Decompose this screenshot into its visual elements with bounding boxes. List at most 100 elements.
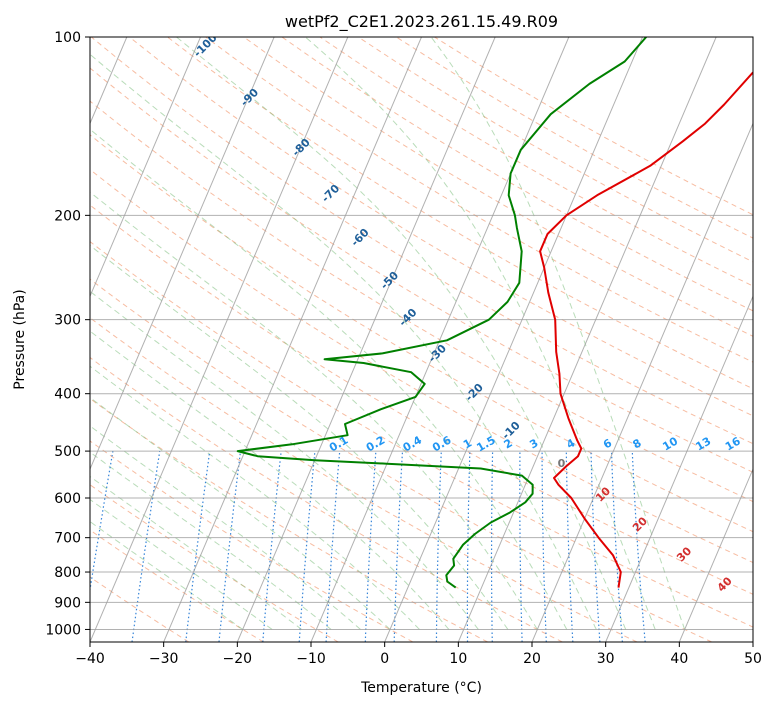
dry-adiabat-line (90, 397, 488, 642)
dry-adiabat-label: -30 (426, 342, 449, 365)
moist-adiabat-line (90, 475, 302, 630)
dry-adiabat-line (129, 37, 753, 417)
dry-adiabat-line (434, 37, 753, 216)
moist-adiabat-line (90, 53, 597, 630)
x-tick-label: 10 (449, 651, 467, 667)
x-tick-label: 30 (597, 651, 615, 667)
mixing-ratio-line (565, 451, 574, 642)
mixing-ratio-line (490, 451, 494, 642)
dry-adiabat-line (90, 440, 414, 642)
moist-adiabat-line (90, 330, 450, 630)
x-tick-label: 50 (744, 651, 762, 667)
mixing-ratio-line (298, 451, 316, 642)
dry-adiabat-line (357, 37, 753, 263)
x-tick-label: −10 (296, 651, 326, 667)
y-tick-label: 500 (54, 444, 81, 460)
moist-adiabat-line (90, 425, 361, 630)
isotherm-line (163, 37, 422, 642)
mixing-ratio-label: 20 (752, 434, 772, 453)
x-tick-label: −40 (75, 651, 105, 667)
y-tick-label: 800 (54, 565, 81, 581)
mixing-ratio-line (631, 451, 646, 642)
mixing-ratio-label: 8 (631, 436, 644, 451)
moist-adiabat-line (90, 290, 479, 630)
isotherm-line (236, 37, 496, 642)
dry-adiabat-line (243, 37, 753, 337)
moist-adiabat-line (90, 396, 391, 630)
dry-adiabat-line (90, 278, 712, 642)
dry-adiabat-line (90, 168, 753, 564)
dry-adiabat-label: -100 (191, 31, 220, 60)
dry-adiabat-line (281, 37, 753, 312)
moist-adiabat-line (90, 128, 568, 630)
mixing-ratio-line (519, 451, 523, 642)
moist-adiabat-line (90, 520, 243, 630)
dry-adiabat-label: -20 (463, 381, 486, 404)
isotherm-line (752, 640, 753, 642)
moist-adiabat-line (90, 244, 509, 630)
mixing-ratio-line (185, 451, 211, 642)
moist-adiabat-line (305, 37, 656, 630)
mixing-ratio-line (466, 451, 471, 642)
mixing-ratio-label: 6 (601, 436, 614, 451)
dry-adiabat-line (90, 204, 753, 595)
mixing-ratio-label: 3 (527, 436, 540, 451)
y-tick-label: 600 (54, 491, 81, 507)
isotherm-line (90, 37, 349, 642)
dry-adiabat-line (90, 134, 753, 533)
isotherm-line (384, 37, 643, 642)
isotherm-line (90, 37, 201, 298)
y-tick-label: 400 (54, 387, 81, 403)
dry-adiabat-line (90, 317, 638, 642)
x-tick-label: 20 (523, 651, 541, 667)
isotherm-line (310, 37, 570, 642)
y-tick-label: 100 (54, 30, 81, 46)
dry-adiabat-label: -50 (378, 269, 401, 292)
dry-adiabat-label: -60 (348, 226, 371, 249)
y-tick-label: 1000 (45, 622, 81, 638)
mixing-ratio-line (262, 451, 282, 642)
mixing-ratio-label: 10 (660, 434, 680, 453)
temperature-line (539, 71, 753, 588)
plot-frame (89, 36, 754, 643)
mixing-ratio-label: 13 (693, 435, 713, 454)
mixing-ratio-line (590, 451, 601, 642)
mixing-ratio-line (435, 451, 442, 642)
y-tick-label: 700 (54, 531, 81, 547)
moist-adiabat-line (90, 365, 420, 630)
x-axis-ticks: −40 −30 −20 −10 0 10 20 30 40 50 (75, 642, 762, 667)
isotherm-line (90, 37, 275, 471)
profile-lines (236, 37, 753, 589)
mixing-ratio-line (610, 451, 623, 642)
y-tick-label: 200 (54, 208, 81, 224)
dry-adiabat-line (90, 67, 753, 473)
dry-adiabat-line (90, 576, 190, 642)
y-axis-label: Pressure (hPa) (12, 289, 28, 389)
dewpoint-line (236, 37, 647, 589)
mixing-ratio-line (364, 451, 377, 642)
mixing-ratio-label: 2 (502, 436, 515, 451)
chart-title: wetPf2_C2E1.2023.261.15.49.R09 (285, 12, 558, 32)
moist-adiabat-line (176, 37, 627, 630)
dry-adiabat-line (205, 37, 753, 363)
x-tick-label: 40 (670, 651, 688, 667)
isotherm-line (457, 37, 717, 642)
moist-adiabat-zero-label: 0 (558, 457, 566, 470)
dry-adiabat-line (90, 484, 339, 642)
y-axis-ticks: 100 200 300 400 500 600 700 800 900 1000 (45, 30, 90, 638)
moist-adiabat-label: 20 (630, 514, 650, 534)
x-axis-label: Temperature (°C) (360, 680, 482, 696)
isotherm-line (678, 467, 753, 642)
dry-adiabat-line (90, 241, 753, 628)
moist-adiabat-label: 30 (674, 544, 694, 564)
x-tick-label: 0 (380, 651, 389, 667)
x-tick-label: −20 (223, 651, 253, 667)
y-tick-label: 300 (54, 313, 81, 329)
dry-adiabat-line (90, 356, 563, 642)
background-grid (90, 37, 753, 642)
x-tick-label: −30 (149, 651, 179, 667)
isotherm-line (605, 295, 753, 642)
mixing-ratio-line (218, 451, 242, 642)
isotherm-line (531, 122, 753, 642)
